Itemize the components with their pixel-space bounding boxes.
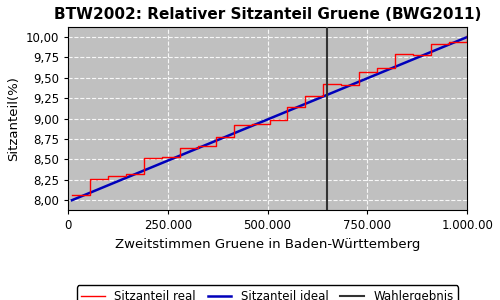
Sitzanteil real: [446, 42, 452, 46]
Sitzanteil real: [338, 83, 344, 87]
Sitzanteil real: [87, 177, 93, 181]
Sitzanteil real: [212, 144, 218, 148]
Sitzanteil real: [141, 172, 147, 176]
Sitzanteil real: [176, 146, 182, 149]
Sitzanteil real: [194, 144, 200, 148]
Sitzanteil real: [194, 146, 200, 149]
Sitzanteil real: [69, 193, 75, 196]
Sitzanteil real: [105, 174, 111, 177]
Y-axis label: Sitzanteil(%): Sitzanteil(%): [7, 76, 20, 161]
Sitzanteil real: [356, 83, 362, 87]
Sitzanteil real: [428, 53, 434, 57]
Sitzanteil real: [320, 94, 326, 98]
Sitzanteil real: [248, 124, 254, 127]
Sitzanteil real: [266, 122, 272, 125]
Sitzanteil real: [158, 157, 164, 160]
Sitzanteil ideal: [393, 65, 399, 68]
Legend: Sitzanteil real, Sitzanteil ideal, Wahlergebnis: Sitzanteil real, Sitzanteil ideal, Wahle…: [76, 285, 458, 300]
Sitzanteil real: [392, 53, 398, 56]
Sitzanteil real: [410, 53, 416, 57]
Sitzanteil real: [464, 40, 470, 44]
Sitzanteil ideal: [464, 35, 470, 39]
Sitzanteil real: [158, 155, 164, 158]
Sitzanteil real: [374, 66, 380, 69]
Title: BTW2002: Relativer Sitzanteil Gruene (BWG2011): BTW2002: Relativer Sitzanteil Gruene (BW…: [54, 7, 481, 22]
Sitzanteil real: [230, 135, 236, 139]
Sitzanteil real: [123, 174, 129, 177]
Sitzanteil real: [141, 157, 147, 160]
Sitzanteil real: [123, 172, 129, 176]
Sitzanteil real: [446, 40, 452, 44]
X-axis label: Zweitstimmen Gruene in Baden-Württemberg: Zweitstimmen Gruene in Baden-Württemberg: [115, 238, 420, 250]
Sitzanteil real: [230, 124, 236, 127]
Sitzanteil real: [338, 82, 344, 86]
Sitzanteil real: [464, 33, 470, 36]
Sitzanteil real: [428, 42, 434, 46]
Sitzanteil real: [87, 193, 93, 196]
Sitzanteil real: [410, 53, 416, 56]
Sitzanteil real: [392, 66, 398, 69]
Sitzanteil ideal: [282, 110, 288, 114]
Sitzanteil real: [266, 118, 272, 122]
Sitzanteil ideal: [259, 120, 265, 124]
Sitzanteil real: [320, 82, 326, 86]
Line: Sitzanteil real: Sitzanteil real: [72, 34, 467, 194]
Sitzanteil ideal: [69, 198, 75, 202]
Sitzanteil real: [248, 122, 254, 125]
Sitzanteil real: [284, 118, 290, 122]
Sitzanteil ideal: [256, 121, 262, 124]
Sitzanteil real: [105, 177, 111, 181]
Sitzanteil real: [302, 94, 308, 98]
Sitzanteil real: [356, 70, 362, 74]
Sitzanteil ideal: [304, 101, 310, 105]
Sitzanteil real: [176, 155, 182, 158]
Sitzanteil real: [302, 105, 308, 109]
Sitzanteil ideal: [454, 39, 460, 43]
Sitzanteil real: [374, 70, 380, 74]
Line: Sitzanteil ideal: Sitzanteil ideal: [72, 37, 467, 200]
Sitzanteil real: [284, 105, 290, 109]
Sitzanteil real: [212, 135, 218, 139]
